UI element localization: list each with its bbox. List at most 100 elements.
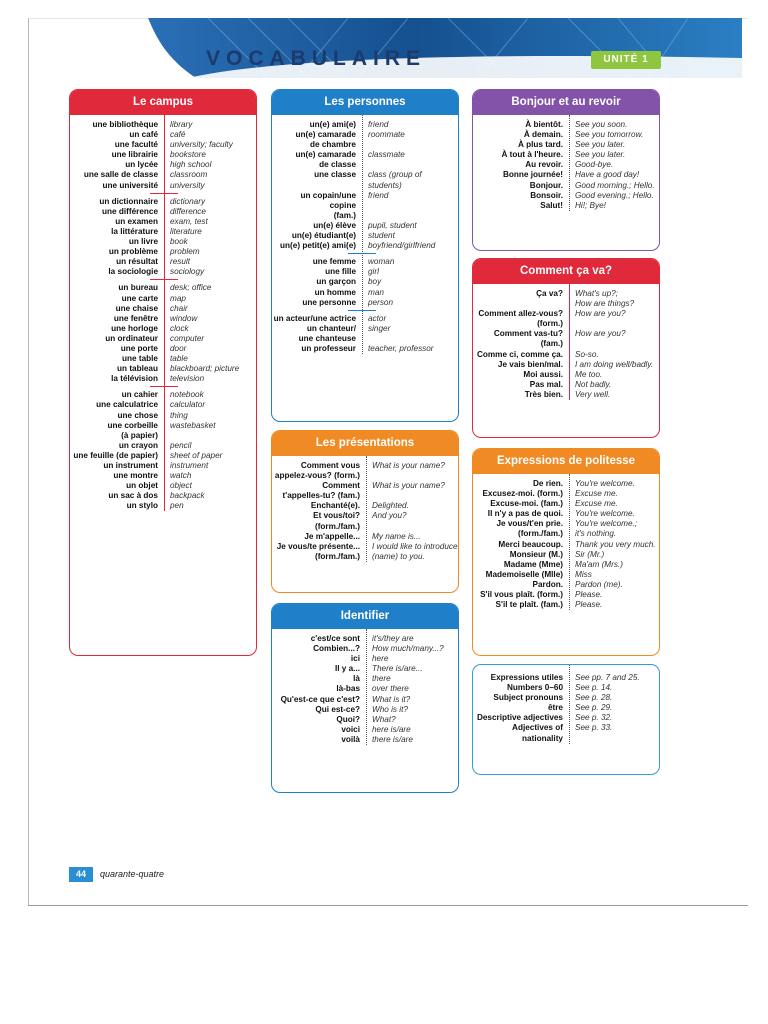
vocab-translation: pen [170, 501, 184, 511]
box-heading: Bonjour et au revoir [473, 90, 659, 115]
vocab-translation: Miss [575, 569, 592, 579]
vocab-term: De rien. [532, 479, 563, 488]
vocab-translation: university; faculty [170, 140, 233, 150]
vocab-translation: How are you? [575, 309, 626, 319]
vocab-term: là-bas [336, 684, 360, 694]
vocab-row: la littérature literature [70, 227, 256, 237]
unit-badge: UNITÉ 1 [591, 51, 661, 69]
vocab-translation: high school [170, 160, 212, 170]
vocab-term: un lycée [125, 160, 158, 170]
box-heading: Expressions de politesse [473, 449, 659, 474]
vocab-list: c'est/ce sont it's/they are Combien...? How… [272, 629, 458, 746]
vocab-row: une horloge clock [70, 324, 256, 334]
vocab-term: Expressions utiles [490, 673, 563, 682]
vocab-translation: book [170, 237, 188, 247]
vocab-row: une calculatrice calculator [70, 400, 256, 410]
box-heading: Identifier [272, 604, 458, 629]
vocab-translation: problem [170, 247, 200, 257]
vocab-translation: Please. [575, 600, 603, 610]
vocab-translation: What is it? [372, 694, 411, 704]
vocab-term: Je vous/t'en prie. (form./fam.) [496, 519, 563, 539]
vocab-term: un(e) étudiant(e) [291, 231, 356, 241]
group-separator [70, 277, 256, 283]
vocab-row: un chanteur/une chanteuse singer [272, 324, 458, 344]
vocab-term: Comment t'appelles-tu? (fam.) [282, 481, 360, 501]
vocab-term: Salut! [540, 200, 563, 210]
vocab-row: Au revoir. Good-bye. [473, 160, 659, 170]
vocab-translation: So-so. [575, 349, 599, 359]
vocab-translation: See you later. [575, 140, 626, 150]
page-number: 44 [69, 867, 93, 882]
vocab-term: Quoi? [336, 714, 360, 724]
vocab-translation: My name is... [372, 531, 421, 541]
vocab-term: Moi aussi. [523, 369, 563, 379]
vocab-translation: map [170, 293, 186, 303]
vocab-term: un tableau [117, 364, 158, 374]
vocab-term: un crayon [118, 440, 158, 450]
vocab-translation: sheet of paper [170, 450, 223, 460]
vocab-list: un(e) ami(e) friend un(e) camarade de chamb… [272, 115, 458, 355]
vocab-row: une librairie bookstore [70, 150, 256, 160]
vocab-term: un(e) petit(e) ami(e) [280, 241, 356, 251]
vocab-row: la télévision television [70, 374, 256, 384]
vocab-row: un instrument instrument [70, 461, 256, 471]
vocab-row: une bibliothèque library [70, 120, 256, 130]
vocab-term: un chanteur/une chanteuse [298, 323, 356, 343]
vocab-term: Au revoir. [525, 160, 563, 170]
vocab-translation: How are you? [575, 329, 626, 339]
vocab-row: Comme ci, comme ça. So-so. [473, 350, 659, 360]
vocab-translation: See p. 29. [575, 703, 613, 713]
group-separator [70, 191, 256, 197]
vocab-row: Mademoiselle (Mlle) Miss [473, 570, 659, 580]
vocab-translation: Good-bye. [575, 160, 614, 170]
vocab-term: une faculté [114, 140, 158, 150]
vocab-term: un bureau [118, 283, 158, 293]
vocab-row: une femme woman [272, 257, 458, 267]
vocab-translation: television [170, 374, 205, 384]
vocab-term: une carte [121, 293, 158, 303]
vocab-translation: I would like to introduce (name) to you. [372, 541, 458, 561]
vocab-term: Qui est-ce? [315, 704, 360, 714]
vocab-term: un(e) camarade de classe [295, 150, 356, 170]
vocab-row: Pardon. Pardon (me). [473, 580, 659, 590]
vocab-row: Quoi? What? [272, 715, 458, 725]
vocab-translation: it's/they are [372, 634, 414, 643]
vocab-row: une faculté university; faculty [70, 140, 256, 150]
vocab-translation: You're welcome. [575, 509, 635, 519]
vocab-row: voilà there is/are [272, 735, 458, 745]
vocab-row: À plus tard. See you later. [473, 140, 659, 150]
vocab-row: une classe class (group of students) [272, 170, 458, 190]
vocab-row: Qui est-ce? Who is it? [272, 705, 458, 715]
box-bonjour: Bonjour et au revoir À bientôt. See you s… [472, 89, 660, 251]
vocab-row: Ça va? What's up?; How are things? [473, 289, 659, 309]
vocab-row: un(e) ami(e) friend [272, 120, 458, 130]
vocab-row: la sociologie sociology [70, 267, 256, 277]
vocab-row: Qu'est-ce que c'est? What is it? [272, 695, 458, 705]
vocab-row: Monsieur (M.) Sir (Mr.) [473, 550, 659, 560]
vocab-row: un résultat result [70, 257, 256, 267]
vocab-translation: exam, test [170, 216, 208, 226]
vocab-row: Comment allez-vous? (form.) How are you? [473, 309, 659, 329]
vocab-row: un lycée high school [70, 160, 256, 170]
vocab-translation: Excuse me. [575, 489, 618, 499]
vocab-term: un dictionnaire [99, 196, 158, 206]
vocab-term: être [547, 703, 563, 713]
vocab-translation: What? [372, 714, 396, 724]
vocab-translation: teacher, professor [368, 343, 434, 353]
vocab-term: Bonsoir. [530, 190, 563, 200]
vocab-translation: There is/are... [372, 664, 423, 674]
box-comment-ca-va: Comment ça va? Ça va? What's up?; How are … [472, 258, 660, 438]
vocab-term: un ordinateur [105, 333, 158, 343]
vocab-term: Comment vous appelez-vous? (form.) [274, 461, 360, 481]
vocab-translation: Not badly. [575, 379, 612, 389]
vocab-translation: café [170, 130, 186, 140]
vocab-translation: Please. [575, 590, 603, 600]
box-identifier: Identifier c'est/ce sont it's/they are Com… [271, 603, 459, 793]
vocab-term: la sociologie [108, 267, 158, 277]
vocab-list: Expressions utiles See pp. 7 and 25. Numbe… [473, 665, 659, 744]
vocab-term: un café [129, 130, 158, 140]
vocab-translation: You're welcome. [575, 479, 635, 488]
vocab-term: Excuse-moi. (fam.) [490, 499, 563, 509]
vocab-term: une chose [117, 410, 159, 420]
vocab-row: Comment t'appelles-tu? (fam.) What is your… [272, 481, 458, 501]
